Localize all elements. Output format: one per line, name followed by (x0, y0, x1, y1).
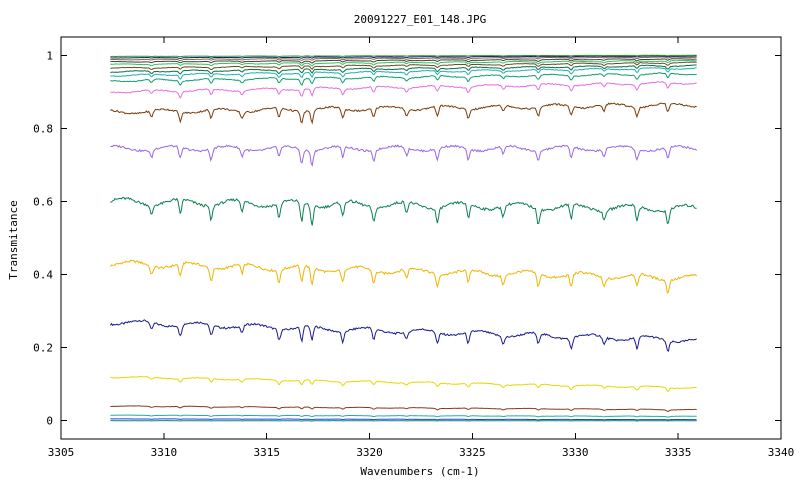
x-axis-label: Wavenumbers (cm-1) (360, 465, 479, 478)
x-tick-label: 3335 (665, 446, 692, 459)
y-tick-label: 0.6 (33, 195, 53, 208)
chart-title: 20091227_E01_148.JPG (354, 13, 486, 26)
x-tick-label: 3325 (459, 446, 486, 459)
series-line (110, 405, 697, 412)
series-line (110, 144, 698, 168)
y-tick-labels: 0 0.2 0.4 0.6 0.8 1 (33, 49, 53, 427)
x-tick-label: 3340 (768, 446, 795, 459)
x-tick-label: 3305 (48, 446, 75, 459)
series-line (109, 259, 698, 294)
series-line (110, 102, 697, 125)
series-line (110, 54, 697, 58)
y-tick-label: 0.4 (33, 269, 53, 282)
series-line (110, 61, 697, 71)
series-line (110, 375, 697, 392)
y-axis-label: Transmitance (7, 200, 20, 279)
y-tick-label: 0.8 (33, 122, 53, 135)
series-line (110, 55, 697, 60)
series-line (110, 59, 697, 67)
plot-frame (60, 36, 782, 440)
y-tick-label: 1 (46, 49, 53, 62)
series-line (110, 418, 697, 421)
x-tick-label: 3310 (151, 446, 178, 459)
series-line (110, 64, 697, 75)
series-line (110, 58, 697, 64)
x-tick-labels: 3305 3310 3315 3320 3325 3330 3335 3340 (48, 446, 795, 459)
series-group (109, 54, 698, 422)
series-line (110, 414, 697, 418)
series-line (110, 67, 697, 80)
series-line (110, 81, 697, 99)
axis-ticks (60, 37, 782, 439)
series-line (109, 319, 697, 353)
x-tick-label: 3320 (356, 446, 383, 459)
series-line (110, 72, 697, 86)
y-tick-label: 0 (46, 415, 53, 428)
series-line (110, 56, 697, 62)
series-line (110, 196, 697, 226)
x-tick-label: 3315 (253, 446, 280, 459)
y-tick-label: 0.2 (33, 342, 53, 355)
x-tick-label: 3330 (562, 446, 589, 459)
